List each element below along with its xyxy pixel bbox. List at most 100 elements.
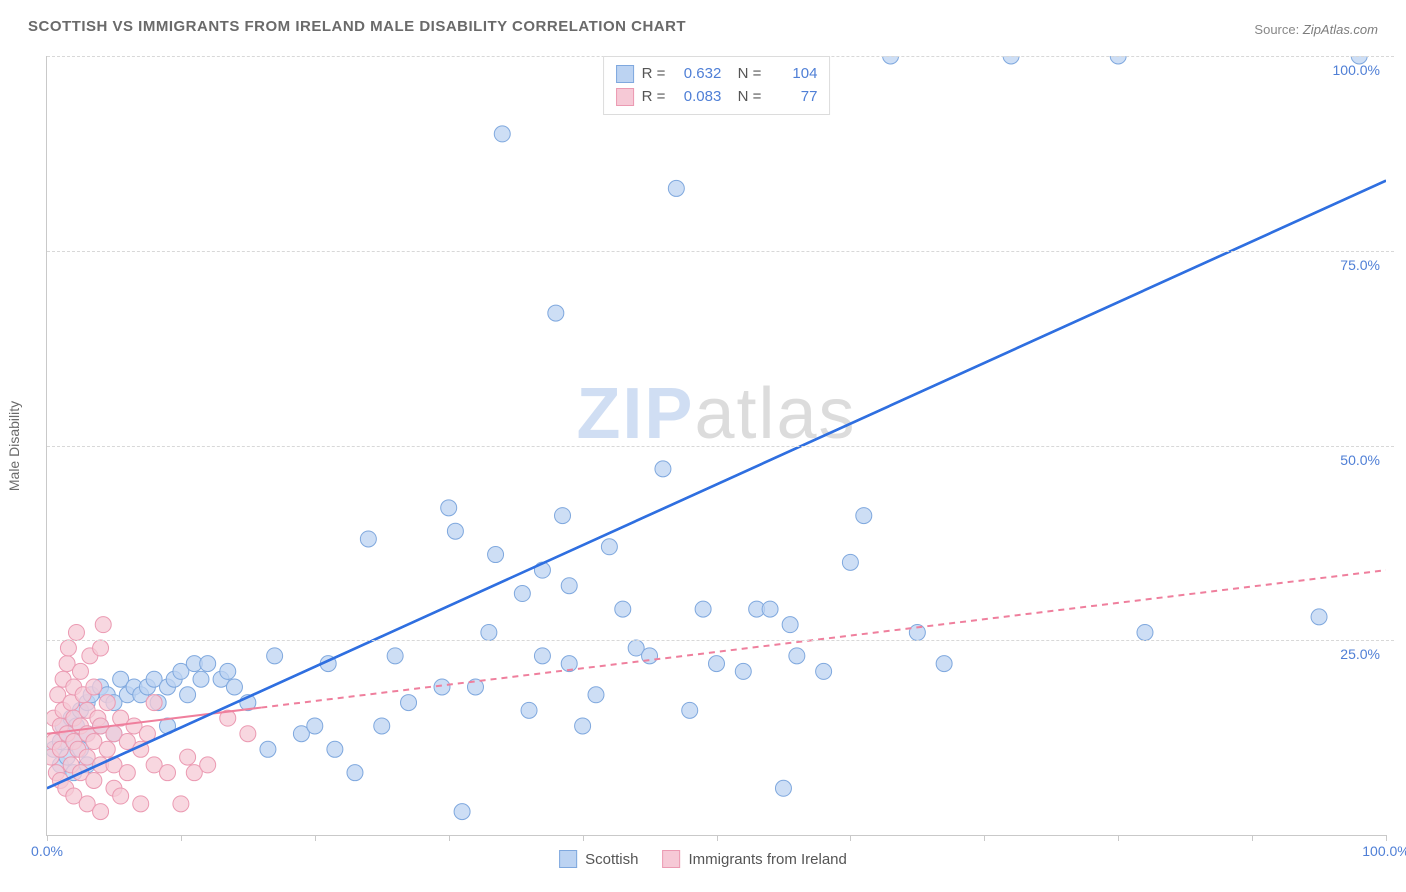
- legend-row: R = 0.632 N = 104: [616, 63, 818, 86]
- legend-row: R = 0.083 N = 77: [616, 86, 818, 109]
- scatter-point: [387, 648, 403, 664]
- scatter-point: [1137, 624, 1153, 640]
- gridline: [47, 640, 1394, 641]
- legend-r-label: R =: [642, 63, 666, 86]
- scatter-point: [481, 624, 497, 640]
- x-tick: [47, 835, 48, 841]
- x-tick: [984, 835, 985, 841]
- scatter-point: [494, 126, 510, 142]
- scatter-point: [447, 523, 463, 539]
- scatter-point: [180, 749, 196, 765]
- scatter-point: [782, 617, 798, 633]
- legend-n-label: N =: [729, 86, 761, 109]
- scatter-point: [789, 648, 805, 664]
- scatter-point: [709, 656, 725, 672]
- scatter-point: [588, 687, 604, 703]
- scatter-point: [775, 780, 791, 796]
- scatter-point: [133, 796, 149, 812]
- legend-swatch: [559, 850, 577, 868]
- scatter-point: [856, 508, 872, 524]
- source-label: Source: ZipAtlas.com: [1254, 22, 1378, 37]
- legend-r-label: R =: [642, 86, 666, 109]
- source-value: ZipAtlas.com: [1303, 22, 1378, 37]
- scatter-point: [99, 695, 115, 711]
- scatter-point: [267, 648, 283, 664]
- scatter-point: [655, 461, 671, 477]
- trend-line-dash: [261, 570, 1386, 707]
- scatter-point: [454, 804, 470, 820]
- scatter-point: [146, 695, 162, 711]
- scatter-point: [193, 671, 209, 687]
- legend-n-label: N =: [729, 63, 761, 86]
- scatter-point: [180, 687, 196, 703]
- scatter-point: [682, 702, 698, 718]
- scatter-point: [441, 500, 457, 516]
- scatter-point: [93, 640, 109, 656]
- scatter-point: [561, 578, 577, 594]
- scatter-point: [936, 656, 952, 672]
- scatter-point: [1003, 56, 1019, 64]
- series-legend: Scottish Immigrants from Ireland: [559, 850, 847, 868]
- source-prefix: Source:: [1254, 22, 1299, 37]
- y-tick-label: 100.0%: [1333, 62, 1380, 78]
- scatter-point: [86, 772, 102, 788]
- legend-swatch: [616, 65, 634, 83]
- x-tick: [850, 835, 851, 841]
- scatter-point: [695, 601, 711, 617]
- x-tick: [1118, 835, 1119, 841]
- scatter-point: [883, 56, 899, 64]
- legend-item: Immigrants from Ireland: [662, 850, 846, 868]
- legend-r-value: 0.083: [673, 86, 721, 109]
- scatter-point: [260, 741, 276, 757]
- legend-item: Scottish: [559, 850, 638, 868]
- y-tick-label: 75.0%: [1340, 257, 1380, 273]
- scatter-point: [534, 648, 550, 664]
- scatter-point: [327, 741, 343, 757]
- scatter-point: [113, 788, 129, 804]
- scatter-point: [307, 718, 323, 734]
- scatter-point: [240, 726, 256, 742]
- scatter-point: [374, 718, 390, 734]
- x-tick: [315, 835, 316, 841]
- scatter-point: [360, 531, 376, 547]
- x-tick: [181, 835, 182, 841]
- y-tick-label: 50.0%: [1340, 452, 1380, 468]
- legend-swatch: [616, 88, 634, 106]
- y-tick-label: 25.0%: [1340, 646, 1380, 662]
- scatter-point: [668, 180, 684, 196]
- x-tick: [583, 835, 584, 841]
- scatter-point: [226, 679, 242, 695]
- scatter-point: [1311, 609, 1327, 625]
- gridline: [47, 251, 1394, 252]
- scatter-point: [601, 539, 617, 555]
- y-axis-label: Male Disability: [6, 401, 22, 491]
- x-tick: [717, 835, 718, 841]
- scatter-point: [173, 796, 189, 812]
- gridline: [47, 446, 1394, 447]
- scatter-point: [95, 617, 111, 633]
- x-tick: [449, 835, 450, 841]
- legend-label: Immigrants from Ireland: [688, 851, 846, 868]
- scatter-point: [60, 640, 76, 656]
- scatter-point: [816, 663, 832, 679]
- x-tick: [1252, 835, 1253, 841]
- scatter-point: [488, 547, 504, 563]
- scatter-point: [200, 656, 216, 672]
- scatter-point: [86, 679, 102, 695]
- scatter-point: [762, 601, 778, 617]
- scatter-point: [615, 601, 631, 617]
- scatter-point: [521, 702, 537, 718]
- legend-swatch: [662, 850, 680, 868]
- x-tick-label: 100.0%: [1362, 843, 1406, 859]
- scatter-point: [68, 624, 84, 640]
- scatter-point: [119, 765, 135, 781]
- scatter-point: [575, 718, 591, 734]
- legend-n-value: 77: [769, 86, 817, 109]
- chart-title: SCOTTISH VS IMMIGRANTS FROM IRELAND MALE…: [28, 18, 686, 35]
- scatter-point: [200, 757, 216, 773]
- scatter-point: [735, 663, 751, 679]
- legend-label: Scottish: [585, 851, 638, 868]
- scatter-point: [220, 663, 236, 679]
- legend-n-value: 104: [769, 63, 817, 86]
- legend-r-value: 0.632: [673, 63, 721, 86]
